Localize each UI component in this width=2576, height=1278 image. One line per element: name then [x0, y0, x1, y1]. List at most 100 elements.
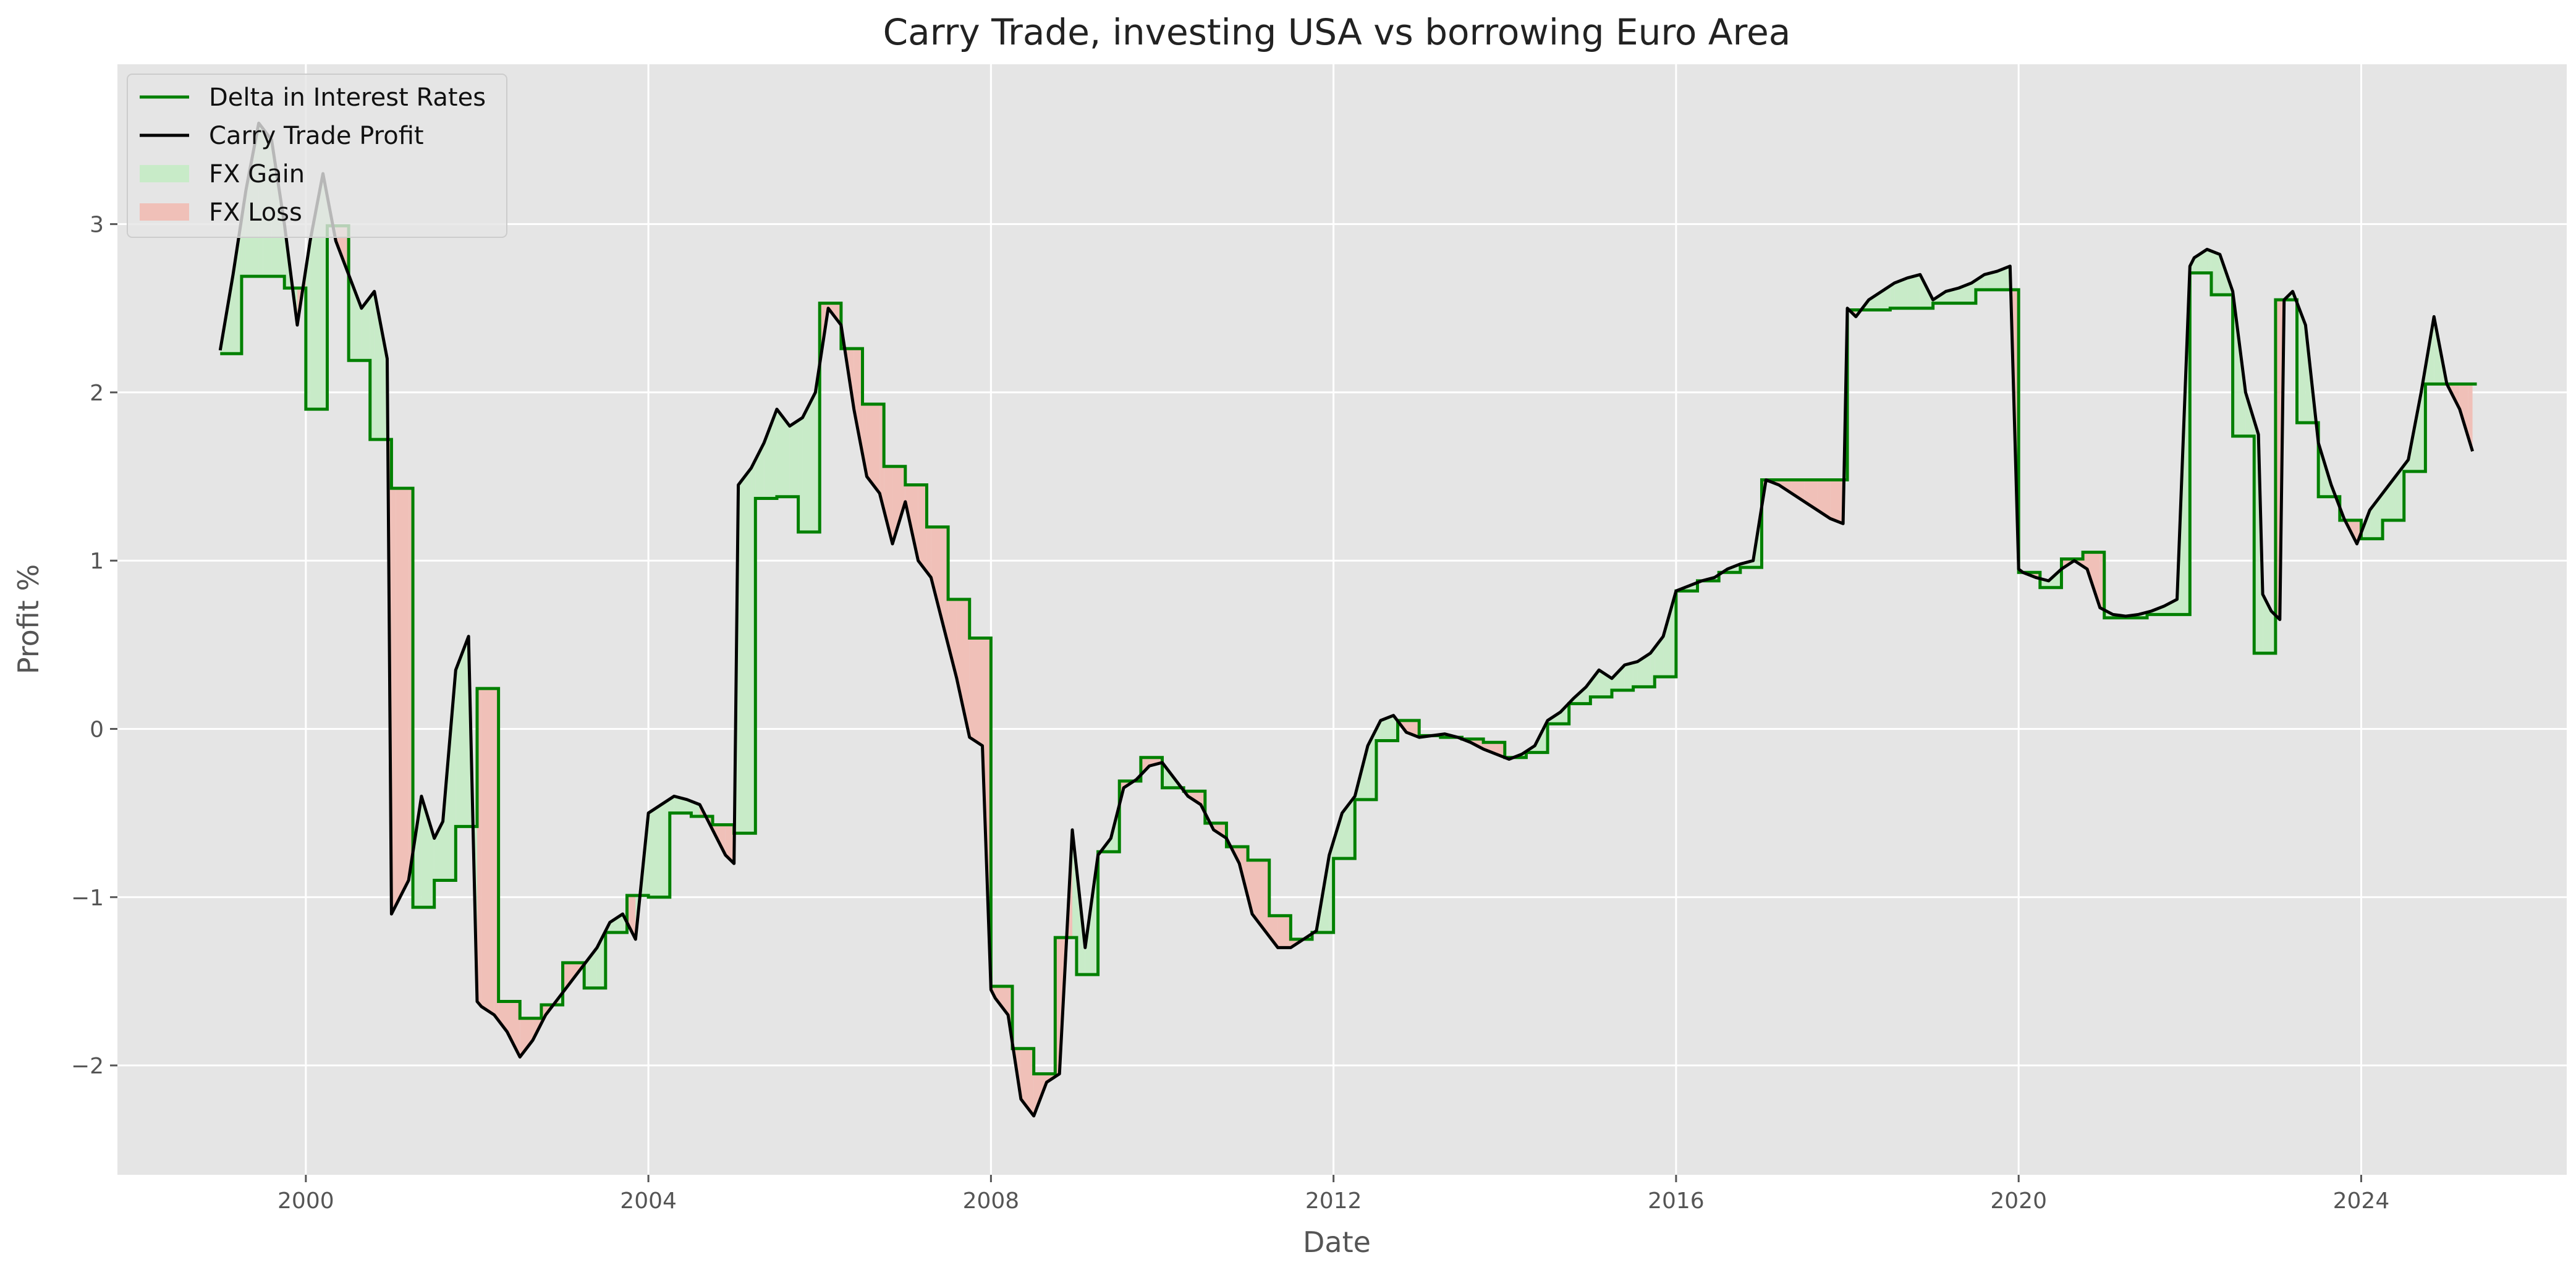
x-tick-label: 2024	[2333, 1188, 2390, 1214]
fx-gain-area	[1342, 796, 1355, 859]
x-tick-label: 2004	[620, 1188, 677, 1214]
fx-gain-area	[1611, 665, 1625, 690]
fx-gain-area	[233, 218, 242, 354]
fx-gain-area	[648, 805, 661, 897]
fx-loss-area	[391, 488, 396, 914]
fx-loss-area	[1817, 480, 1831, 519]
legend-box	[127, 74, 507, 238]
fx-gain-area	[2370, 493, 2383, 539]
fx-loss-area	[1269, 915, 1278, 948]
fx-loss-area	[969, 638, 983, 746]
x-axis-label: Date	[1303, 1225, 1371, 1259]
fx-loss-area	[854, 349, 863, 454]
fx-loss-area	[507, 1001, 520, 1057]
fx-gain-area	[2207, 249, 2211, 273]
fx-gain-area	[1663, 591, 1676, 677]
legend-swatch	[140, 203, 189, 221]
fx-gain-area	[1590, 670, 1599, 697]
fx-loss-area	[520, 1018, 533, 1057]
fx-gain-area	[1868, 291, 1882, 310]
legend-swatch	[140, 165, 189, 182]
fx-gain-area	[609, 913, 623, 933]
fx-gain-area	[455, 636, 469, 827]
fx-gain-area	[2383, 476, 2396, 520]
fx-gain-area	[1997, 266, 2010, 290]
plot-area	[117, 64, 2567, 1175]
fx-loss-area	[498, 1001, 507, 1032]
y-tick-label: −2	[71, 1054, 104, 1079]
fx-loss-area	[2468, 384, 2473, 452]
fx-gain-area	[1984, 271, 1998, 290]
fx-loss-area	[1791, 480, 1805, 502]
fx-loss-area	[1252, 860, 1265, 931]
fx-gain-area	[669, 796, 674, 813]
fx-gain-area	[1975, 274, 1985, 290]
fx-gain-area	[1633, 661, 1638, 687]
fx-gain-area	[1560, 703, 1569, 724]
fx-loss-area	[931, 527, 944, 628]
fx-loss-area	[627, 895, 636, 939]
fx-gain-area	[776, 409, 790, 497]
fx-loss-area	[1277, 915, 1291, 948]
fx-loss-area	[1483, 742, 1496, 755]
y-axis-label: Profit %	[12, 564, 45, 674]
legend: Delta in Interest Rates Carry Trade Profi…	[127, 74, 507, 238]
fx-loss-area	[481, 688, 494, 1015]
fx-gain-area	[2211, 251, 2220, 295]
fx-gain-area	[674, 796, 687, 813]
fx-loss-area	[892, 466, 905, 544]
x-tick-label: 2012	[1305, 1188, 1362, 1214]
x-axis-ticks: 2000 2004 2008 2012 2016 2020 2024	[278, 1175, 2389, 1214]
fx-gain-area	[349, 274, 362, 361]
fx-loss-area	[2459, 384, 2468, 438]
y-axis-ticks: −2 −1 0 1 2 3	[71, 213, 117, 1079]
fx-gain-area	[1907, 274, 1920, 308]
chart-title: Carry Trade, investing USA vs borrowing …	[883, 11, 1791, 53]
x-tick-label: 2008	[963, 1188, 1020, 1214]
y-tick-label: 1	[90, 549, 104, 574]
fx-gain-area	[802, 392, 816, 532]
fx-gain-area	[421, 796, 434, 908]
fx-gain-area	[2395, 465, 2404, 520]
y-tick-label: 3	[90, 213, 104, 238]
fx-loss-area	[926, 527, 931, 578]
fx-gain-area	[1368, 729, 1376, 800]
y-tick-label: 0	[90, 717, 104, 742]
fx-loss-area	[918, 485, 927, 572]
fx-loss-area	[866, 404, 880, 494]
fx-gain-area	[2297, 302, 2306, 423]
fx-gain-area	[789, 420, 799, 497]
fx-gain-area	[1637, 653, 1651, 687]
fx-gain-area	[738, 468, 752, 834]
fx-gain-area	[1380, 715, 1394, 741]
fx-gain-area	[1072, 829, 1077, 938]
y-tick-label: −1	[71, 886, 104, 911]
x-tick-label: 2020	[1990, 1188, 2047, 1214]
x-tick-label: 2016	[1648, 1188, 1705, 1214]
delta-interest-rates-line	[220, 224, 2477, 1076]
fx-loss-area	[995, 986, 1009, 1015]
fx-loss-area	[562, 962, 572, 993]
fx-gain-area	[584, 947, 597, 988]
fx-gain-area	[661, 798, 670, 897]
y-tick-label: 2	[90, 381, 104, 406]
fx-loss-area	[396, 488, 409, 906]
fx-loss-area	[1830, 480, 1844, 524]
legend-label: Carry Trade Profit	[209, 122, 424, 150]
series-lines	[218, 121, 2477, 1118]
legend-label: Delta in Interest Rates	[209, 83, 486, 112]
fx-loss-area	[948, 599, 957, 679]
fx-loss-area	[884, 466, 893, 544]
fx-loss-area	[956, 599, 970, 738]
fx-gain-area	[687, 799, 692, 813]
legend-label: FX Gain	[209, 160, 305, 188]
fx-loss-area	[725, 824, 734, 864]
fx-loss-area	[1020, 1048, 1034, 1116]
fx-gain-area	[2164, 599, 2177, 615]
fx-gain-area	[361, 297, 370, 361]
legend-label: FX Loss	[209, 198, 302, 227]
fx-gain-area	[413, 796, 422, 908]
fx-gain-area	[764, 409, 777, 499]
carry-trade-profit-line	[218, 121, 2474, 1118]
